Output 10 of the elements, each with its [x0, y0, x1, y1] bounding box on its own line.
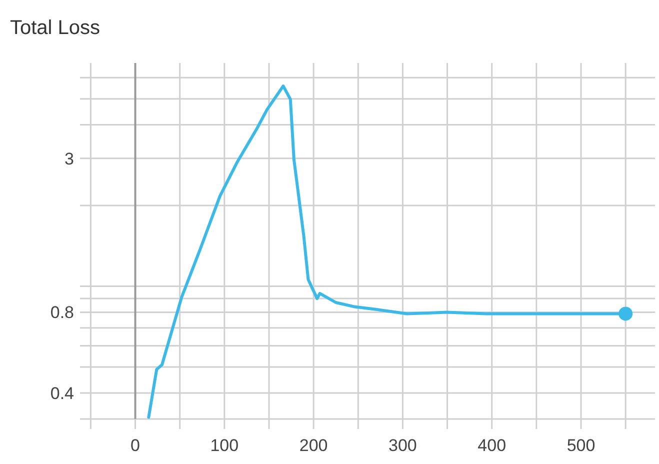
x-tick-label: 200: [299, 436, 328, 455]
x-tick-label: 400: [478, 436, 506, 455]
x-tick-label: 500: [566, 436, 596, 455]
y-tick-label: 3: [64, 149, 74, 168]
x-tick-label: 300: [388, 436, 417, 455]
y-tick-label: 0.8: [50, 303, 74, 322]
y-tick-label: 0.4: [50, 384, 74, 403]
x-tick-label: 100: [210, 436, 239, 455]
chart-title: Total Loss: [10, 17, 100, 39]
x-tick-label: 0: [130, 436, 140, 455]
